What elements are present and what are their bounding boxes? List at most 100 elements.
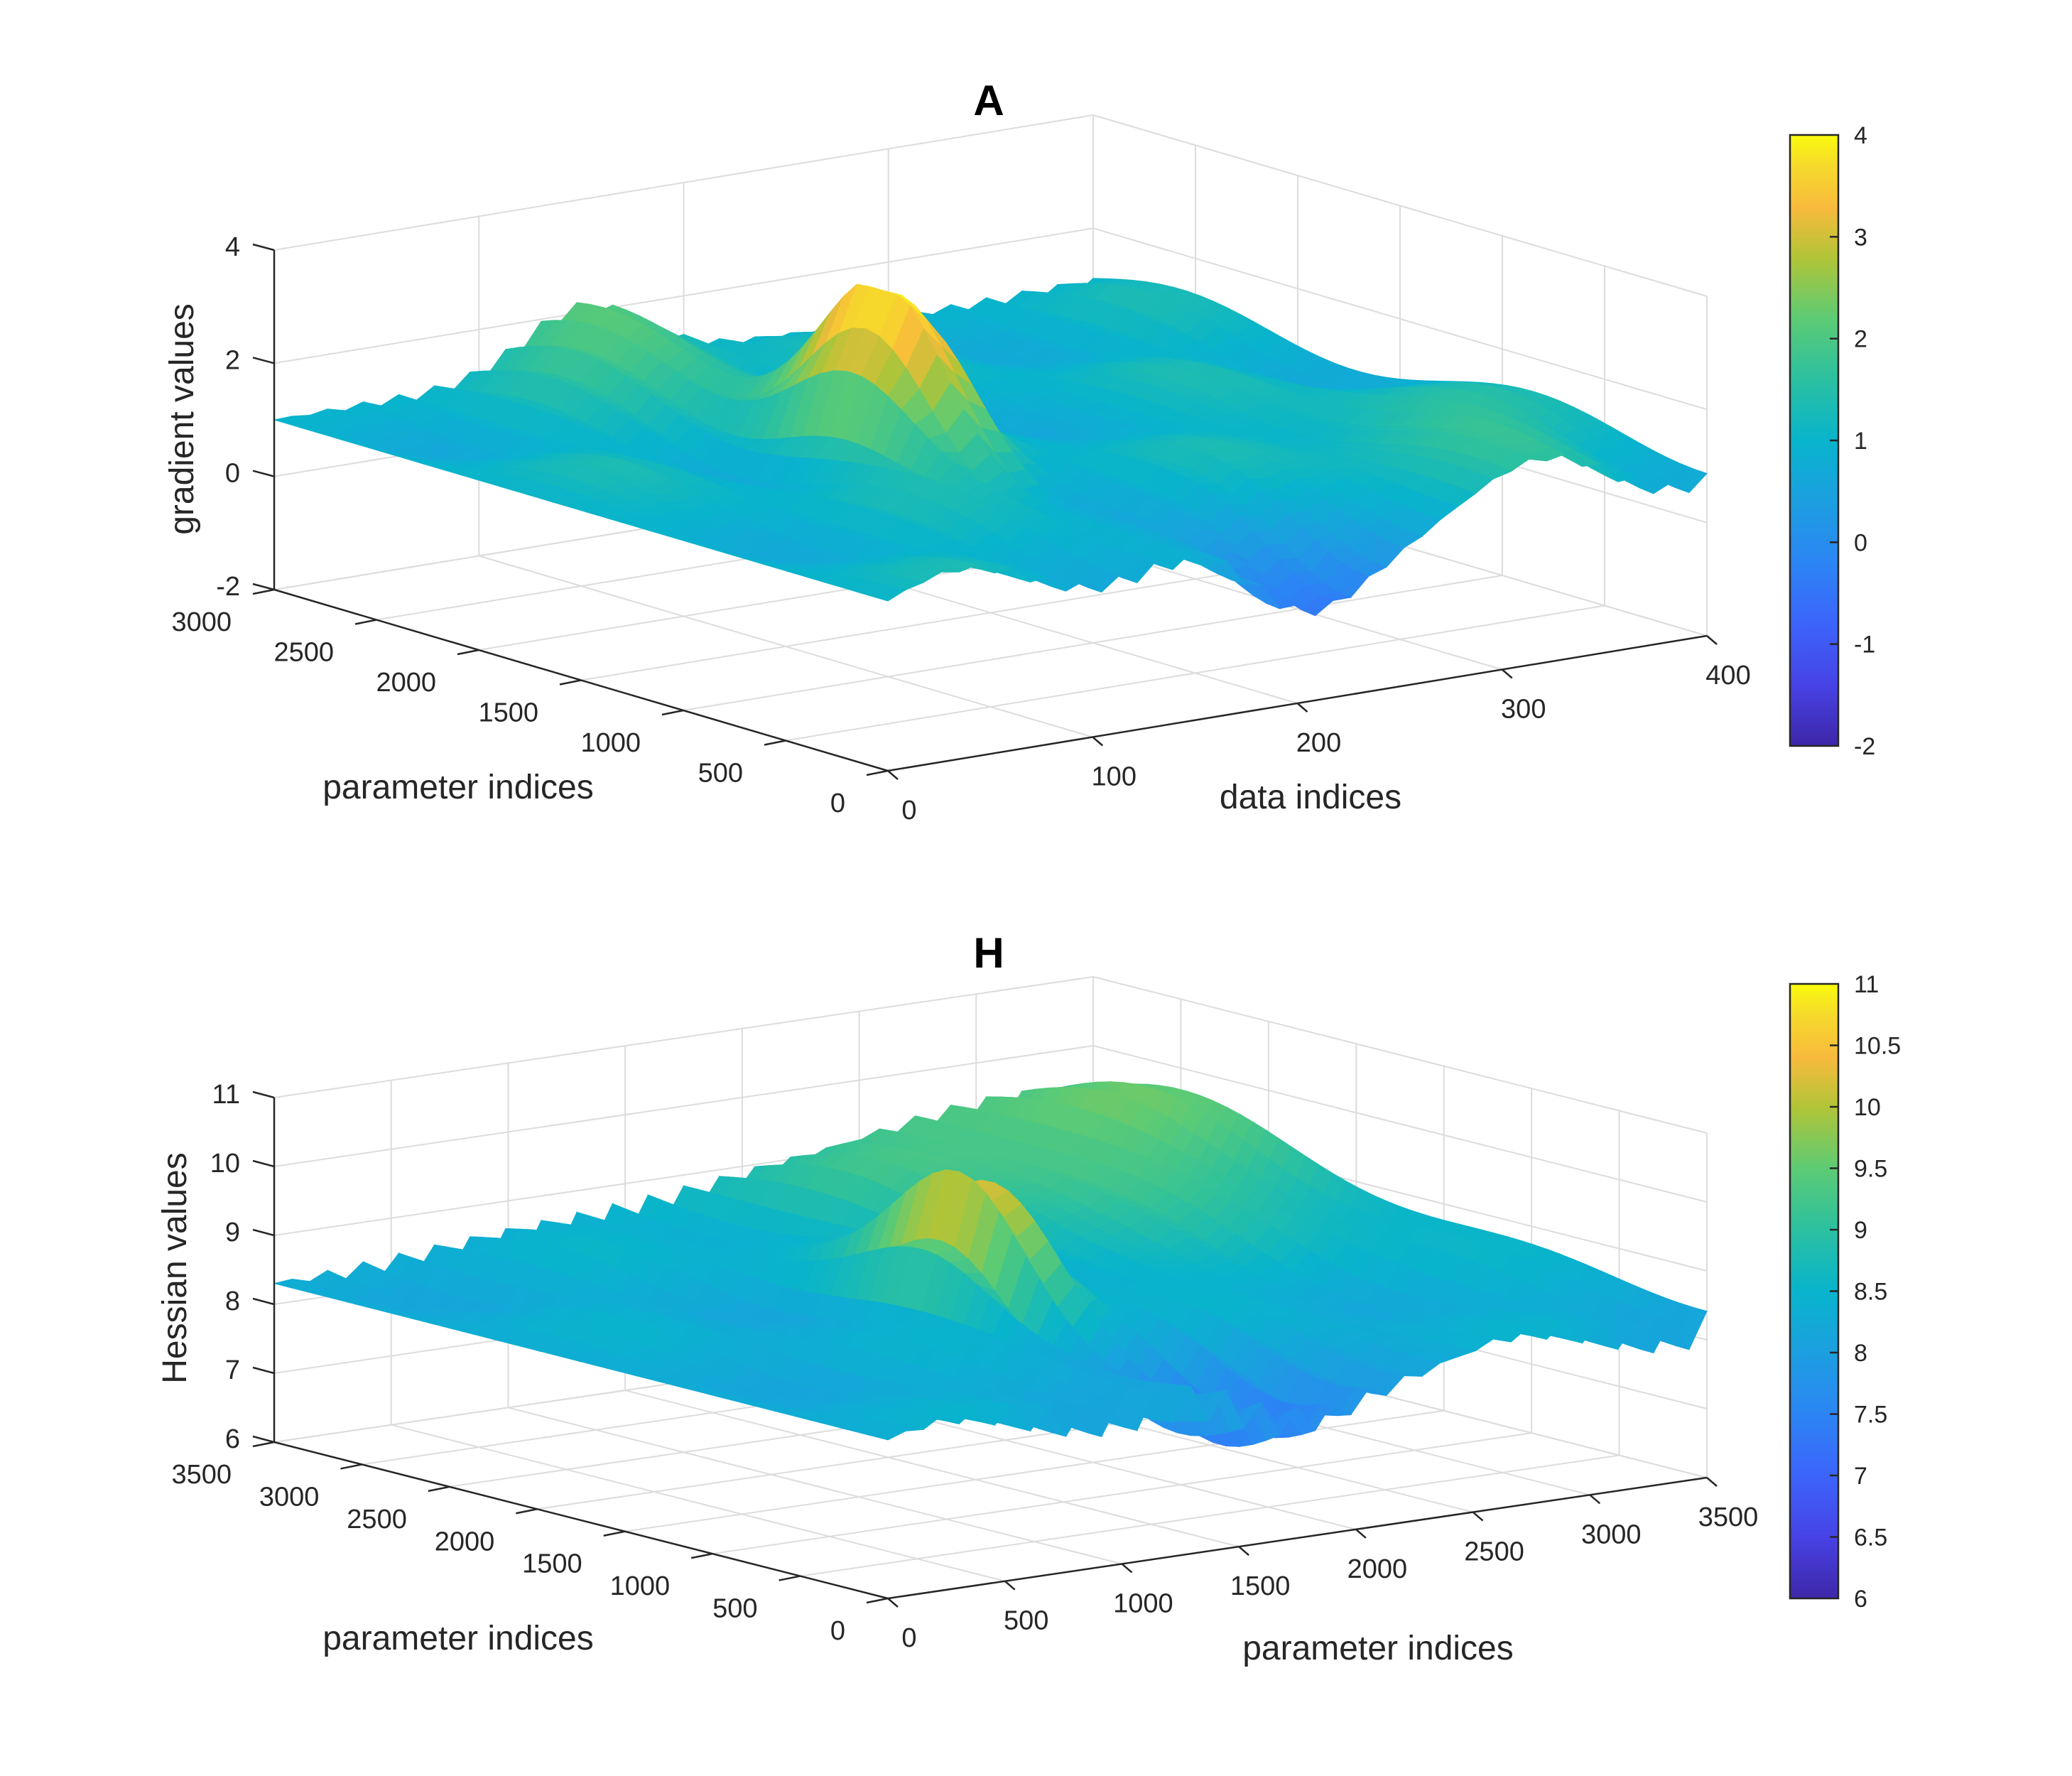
colorbar-tick-label: 7 xyxy=(1854,1463,1867,1490)
y-tick xyxy=(457,649,479,656)
x-tick-label: 100 xyxy=(1092,762,1137,792)
plot-a-z-ticks: -2 0 2 4 xyxy=(216,232,275,602)
plot-h-colorbar: 11 10.5 10 9.5 9 8.5 8 7.5 7 6.5 6 xyxy=(1789,971,1901,1613)
x-tick-label: 3500 xyxy=(1698,1502,1759,1532)
y-tick-label: 2000 xyxy=(376,668,436,698)
y-tick-label: 2000 xyxy=(435,1527,495,1556)
colorbar-tick-label: 0 xyxy=(1854,529,1867,556)
plot-h-surface xyxy=(273,1081,1708,1447)
grid-line xyxy=(273,114,1094,251)
x-tick-label: 0 xyxy=(901,1623,916,1653)
plot-a-y-label: parameter indices xyxy=(322,769,594,806)
y-tick-label: 3500 xyxy=(171,1460,232,1490)
x-tick-label: 500 xyxy=(1004,1606,1048,1636)
colorbar-tick-label: -1 xyxy=(1854,632,1875,659)
z-tick-label: 8 xyxy=(225,1287,240,1316)
plot-h-x-label: parameter indices xyxy=(1242,1630,1514,1667)
colorbar-tick-label: -2 xyxy=(1854,733,1875,760)
plot-a-title: A xyxy=(973,77,1004,124)
x-tick xyxy=(1121,1563,1133,1574)
z-tick-label: 0 xyxy=(225,459,240,489)
colorbar-tick-label: 4 xyxy=(1854,122,1867,149)
colorbar-tick-label: 2 xyxy=(1854,326,1867,353)
grid-line xyxy=(712,1432,1532,1555)
y-tick-label: 3000 xyxy=(171,607,232,637)
x-tick-label: 2000 xyxy=(1347,1554,1408,1584)
x-tick-label: 200 xyxy=(1296,728,1341,758)
y-tick xyxy=(428,1485,450,1493)
colorbar-tick-label: 1 xyxy=(1854,428,1867,455)
x-tick xyxy=(1296,703,1308,713)
x-tick xyxy=(1706,1477,1718,1487)
colorbar-tick-label: 10 xyxy=(1854,1094,1881,1121)
y-tick-label: 1000 xyxy=(610,1571,671,1601)
y-tick-label: 1500 xyxy=(478,698,538,728)
plot-h-x-ticks: 0 500 1000 1500 2000 2500 3000 3500 xyxy=(887,1477,1759,1653)
z-tick xyxy=(252,1366,275,1375)
x-tick xyxy=(1706,635,1718,645)
grid-line xyxy=(1092,114,1708,297)
y-tick-label: 500 xyxy=(712,1594,757,1624)
grid-line xyxy=(273,976,1094,1098)
y-tick-label: 2500 xyxy=(347,1505,407,1534)
colorbar-tick-label: 9 xyxy=(1854,1217,1867,1244)
y-tick xyxy=(559,679,582,686)
z-tick xyxy=(252,357,275,364)
z-tick-label: 10 xyxy=(210,1149,240,1179)
z-tick xyxy=(252,583,275,591)
colorbar-tick-label: 11 xyxy=(1854,971,1879,998)
x-tick xyxy=(1501,668,1513,679)
colorbar-tick-label: 8.5 xyxy=(1854,1279,1887,1306)
x-tick-label: 0 xyxy=(901,796,916,825)
grid-line xyxy=(1092,227,1708,411)
y-tick-label: 1000 xyxy=(580,728,641,758)
z-tick-label: -2 xyxy=(216,572,240,602)
colorbar-tick-label: 3 xyxy=(1854,224,1867,251)
y-tick-label: 1500 xyxy=(522,1549,582,1579)
y-tick-label: 0 xyxy=(830,789,845,818)
x-tick xyxy=(1472,1511,1484,1522)
y-tick xyxy=(354,619,377,625)
colorbar-tick-label: 10.5 xyxy=(1854,1033,1901,1060)
x-tick-label: 1000 xyxy=(1113,1588,1173,1618)
z-tick-label: 6 xyxy=(225,1424,240,1454)
y-tick xyxy=(252,1441,275,1448)
x-tick-label: 1500 xyxy=(1230,1571,1291,1601)
z-tick xyxy=(252,1090,275,1099)
y-tick-label: 0 xyxy=(830,1616,845,1646)
plot-a-x-label: data indices xyxy=(1220,779,1401,816)
plot-a-z-label: gradient values xyxy=(163,303,201,535)
plot-h-title: H xyxy=(973,929,1004,977)
grid-line xyxy=(683,575,1503,711)
z-tick-label: 4 xyxy=(225,232,240,262)
x-tick-label: 3000 xyxy=(1581,1520,1642,1549)
y-tick-label: 3000 xyxy=(259,1482,320,1512)
x-tick-label: 400 xyxy=(1705,661,1750,691)
y-tick xyxy=(516,1508,538,1515)
y-tick-label: 2500 xyxy=(273,638,334,668)
y-tick xyxy=(779,1575,801,1581)
x-tick xyxy=(1004,1580,1016,1591)
y-tick xyxy=(866,1597,889,1604)
x-tick xyxy=(1355,1528,1367,1539)
x-tick-label: 2500 xyxy=(1464,1537,1524,1567)
x-tick xyxy=(1092,736,1104,747)
x-tick xyxy=(887,770,899,780)
z-tick xyxy=(252,1297,275,1306)
grid-line xyxy=(785,605,1605,742)
z-tick xyxy=(252,1159,275,1168)
plot-a-colorbar: 4 3 2 1 0 -1 -2 xyxy=(1789,122,1875,760)
z-tick xyxy=(252,1435,275,1444)
plot-h-y-label: parameter indices xyxy=(322,1620,594,1657)
grid-line xyxy=(624,1409,1444,1532)
x-tick xyxy=(887,1598,899,1608)
z-tick xyxy=(252,470,275,477)
y-tick xyxy=(340,1463,362,1470)
y-tick xyxy=(661,709,684,716)
colorbar-tick-label: 7.5 xyxy=(1854,1402,1887,1429)
x-tick xyxy=(1589,1494,1601,1505)
z-tick xyxy=(252,1228,275,1237)
